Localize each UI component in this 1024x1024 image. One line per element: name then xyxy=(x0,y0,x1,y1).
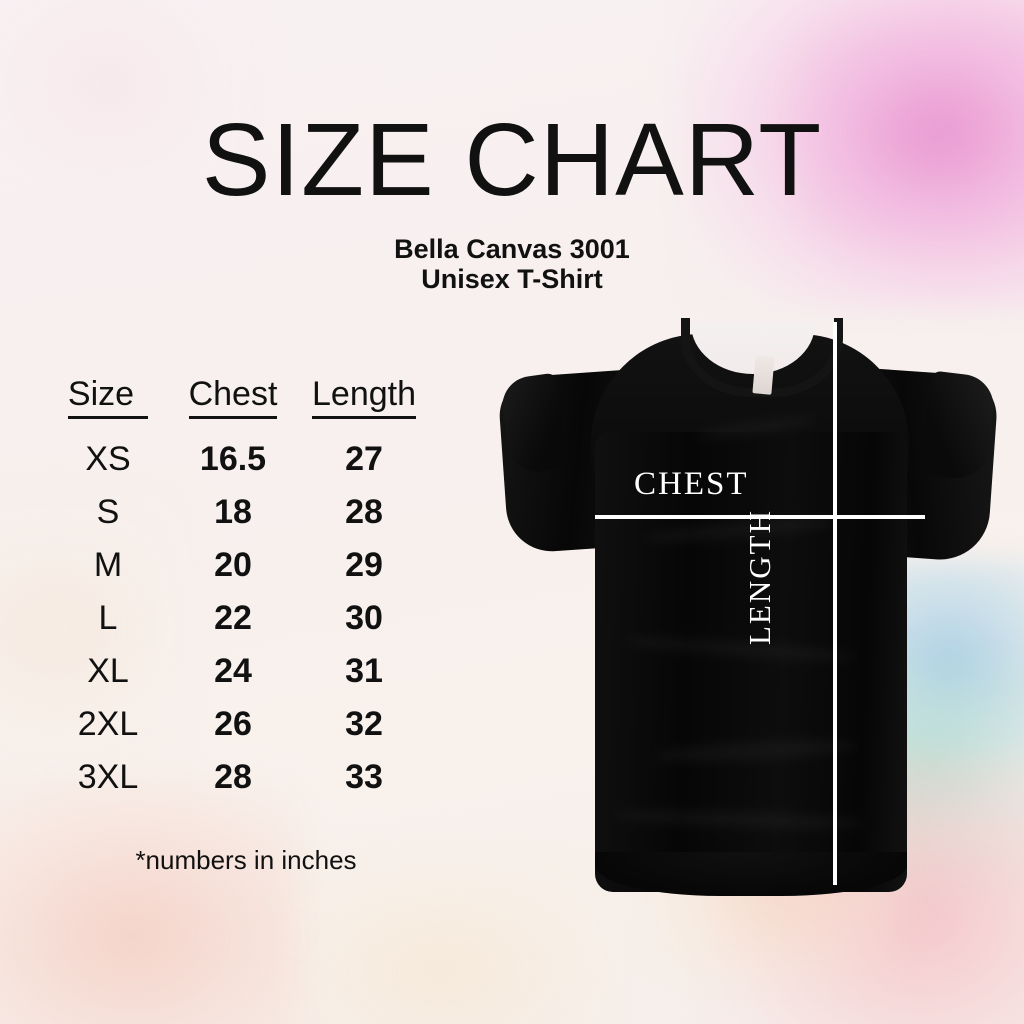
tshirt-hem xyxy=(595,852,907,896)
table-row: XS 16.5 27 xyxy=(46,433,446,486)
table-body: XS 16.5 27 S 18 28 M 20 29 L 22 30 XL 24 xyxy=(46,433,446,804)
column-header-chest: Chest xyxy=(170,374,296,419)
cell-length: 31 xyxy=(345,652,383,690)
cell-chest: 22 xyxy=(214,599,252,637)
cell-chest: 18 xyxy=(214,493,252,531)
cell-size: XL xyxy=(87,652,129,690)
tshirt-care-label xyxy=(752,355,775,395)
product-type: Unisex T-Shirt xyxy=(421,264,603,294)
table-header-row: Size Chest Length xyxy=(46,374,446,419)
column-header-length: Length xyxy=(296,374,432,419)
product-subtitle: Bella Canvas 3001 Unisex T-Shirt xyxy=(0,234,1024,294)
cell-length: 27 xyxy=(345,440,383,478)
cell-chest: 20 xyxy=(214,546,252,584)
cell-size: XS xyxy=(85,440,131,478)
chest-measure-line xyxy=(595,515,925,519)
table-row: 2XL 26 32 xyxy=(46,698,446,751)
cell-length: 30 xyxy=(345,599,383,637)
length-measure-label: LENGTH xyxy=(742,509,777,645)
cell-size: 3XL xyxy=(77,758,139,796)
tshirt-photo xyxy=(495,312,1005,902)
cell-length: 32 xyxy=(345,705,383,743)
table-row: M 20 29 xyxy=(46,539,446,592)
column-header-size: Size xyxy=(46,374,170,419)
cell-size: 2XL xyxy=(77,705,139,743)
length-measure-line xyxy=(833,322,837,885)
cell-length: 29 xyxy=(345,546,383,584)
tshirt-body xyxy=(595,432,907,892)
product-name: Bella Canvas 3001 xyxy=(394,234,630,264)
table-row: L 22 30 xyxy=(46,592,446,645)
table-row: S 18 28 xyxy=(46,486,446,539)
page-title: SIZE CHART xyxy=(201,102,823,217)
units-note: *numbers in inches xyxy=(135,845,357,875)
cell-size: S xyxy=(96,493,120,531)
cell-length: 33 xyxy=(345,758,383,796)
table-row: XL 24 31 xyxy=(46,645,446,698)
cell-size: L xyxy=(98,599,118,637)
size-table: Size Chest Length XS 16.5 27 S 18 28 M 2… xyxy=(46,374,446,804)
cell-length: 28 xyxy=(345,493,383,531)
cell-size: M xyxy=(93,546,123,584)
cell-chest: 24 xyxy=(214,652,252,690)
cell-chest: 16.5 xyxy=(199,440,267,478)
cell-chest: 28 xyxy=(214,758,252,796)
table-row: 3XL 28 33 xyxy=(46,751,446,804)
cell-chest: 26 xyxy=(214,705,252,743)
chest-measure-label: CHEST xyxy=(634,466,749,502)
